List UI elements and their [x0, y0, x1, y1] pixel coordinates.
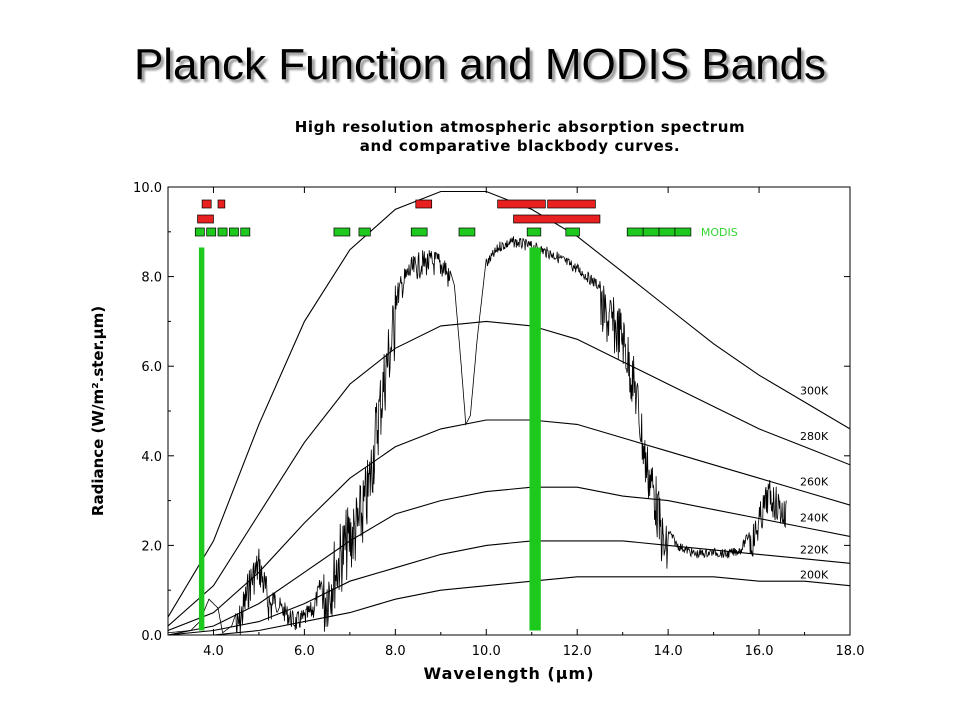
- blackbody-curve-280K: [168, 320, 850, 627]
- modis-highlight-band: [529, 247, 541, 631]
- y-tick-label: 10.0: [133, 181, 162, 196]
- y-axis-label: Radiance (W/m².ster.μm): [89, 306, 107, 516]
- y-tick-label: 8.0: [141, 271, 162, 286]
- modis-band-green: [642, 227, 660, 237]
- modis-band-red: [415, 199, 433, 209]
- curve-label-200K: 200K: [800, 568, 829, 581]
- blackbody-curve-260K: [168, 419, 850, 632]
- plot-frame: [167, 186, 851, 636]
- x-axis-label: Wavelength (μm): [423, 664, 594, 683]
- x-tick-label: 16.0: [745, 644, 774, 659]
- x-tick-label: 12.0: [563, 644, 592, 659]
- modis-band-green: [240, 227, 251, 237]
- modis-band-red: [513, 214, 601, 224]
- x-tick-label: 10.0: [472, 644, 501, 659]
- blackbody-curve-240K: [168, 486, 850, 635]
- modis-band-red: [497, 199, 546, 209]
- y-tick-label: 2.0: [141, 539, 162, 554]
- blackbody-curve-200K: [168, 576, 850, 635]
- modis-band-green: [526, 227, 542, 237]
- curve-label-220K: 220K: [800, 543, 829, 556]
- modis-band-green: [206, 227, 217, 237]
- modis-band-red: [197, 214, 214, 224]
- absorption-spectrum: [168, 236, 787, 635]
- x-tick-label: 14.0: [654, 644, 683, 659]
- x-tick-label: 4.0: [203, 644, 224, 659]
- chart-title-line1: High resolution atmospheric absorption s…: [294, 118, 746, 136]
- modis-band-green: [410, 227, 428, 237]
- modis-band-green: [626, 227, 644, 237]
- y-tick-label: 0.0: [141, 629, 162, 644]
- y-tick-label: 6.0: [141, 360, 162, 375]
- modis-band-green: [565, 227, 580, 237]
- modis-highlight-band: [198, 247, 205, 631]
- modis-band-green: [194, 227, 205, 237]
- curve-label-300K: 300K: [800, 384, 829, 397]
- modis-band-green: [658, 227, 676, 237]
- modis-band-red: [217, 199, 226, 209]
- modis-band-green: [333, 227, 351, 237]
- slide-title: Planck Function and MODIS Bands: [133, 40, 827, 89]
- x-tick-label: 18.0: [836, 644, 865, 659]
- modis-band-green: [217, 227, 228, 237]
- modis-band-green: [229, 227, 239, 237]
- curve-label-260K: 260K: [800, 475, 829, 488]
- modis-label: MODIS: [701, 226, 738, 239]
- modis-band-green: [458, 227, 476, 237]
- modis-band-green: [358, 227, 371, 237]
- modis-band-red: [547, 199, 596, 209]
- curve-label-240K: 240K: [800, 512, 829, 525]
- chart-title-line2: and comparative blackbody curves.: [359, 137, 681, 155]
- modis-band-red: [201, 199, 212, 209]
- blackbody-curve-220K: [168, 540, 850, 635]
- x-tick-label: 6.0: [294, 644, 315, 659]
- modis-band-green: [674, 227, 692, 237]
- curve-label-280K: 280K: [800, 430, 829, 443]
- y-tick-label: 4.0: [141, 450, 162, 465]
- x-tick-label: 8.0: [385, 644, 406, 659]
